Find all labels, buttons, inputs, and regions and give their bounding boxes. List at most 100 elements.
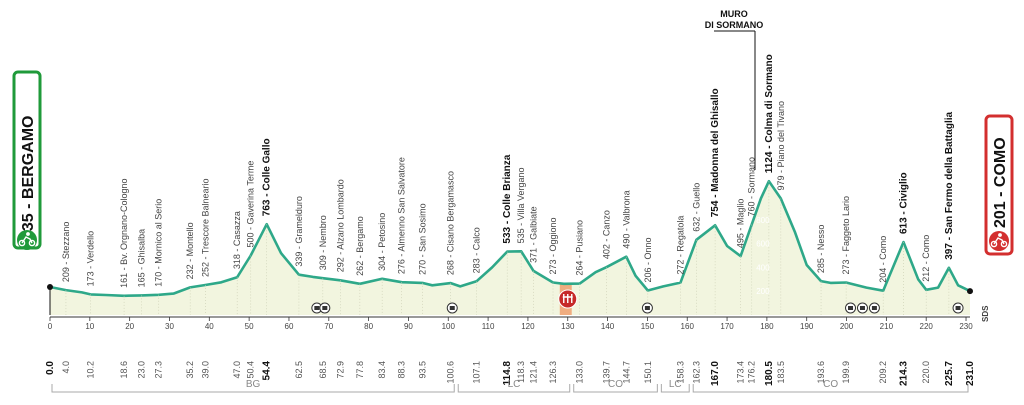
km-label: 220.0 bbox=[921, 361, 931, 384]
svg-text:MURO: MURO bbox=[720, 9, 748, 19]
km-label: 10.2 bbox=[86, 361, 96, 379]
place-label: 371 - Galbiate bbox=[528, 206, 538, 263]
place-label: 495 - Maglio bbox=[736, 199, 746, 249]
finish-box: 201 - COMO bbox=[984, 114, 1014, 256]
place-label: 262 - Bergamo bbox=[355, 216, 365, 276]
km-label: 93.5 bbox=[417, 361, 427, 379]
place-label: 979 - Piano del Tivano bbox=[776, 101, 786, 191]
x-tick-label: 100 bbox=[442, 322, 456, 331]
km-label: 167.0 bbox=[710, 361, 721, 386]
km-label: 158.3 bbox=[675, 361, 685, 384]
sprint-icon-glyph bbox=[562, 294, 573, 303]
x-tick-label: 110 bbox=[482, 322, 495, 331]
km-label: 88.3 bbox=[397, 361, 407, 379]
km-label: 114.8 bbox=[502, 361, 513, 386]
place-label: 613 - Civiglio bbox=[898, 172, 909, 234]
place-label: 402 - Canzo bbox=[601, 210, 611, 259]
x-tick-label: 50 bbox=[245, 322, 254, 331]
finish-city-label: 201 - COMO bbox=[992, 137, 1009, 228]
km-label: 183.5 bbox=[776, 361, 786, 384]
elevation-tick-label: 600 bbox=[756, 240, 770, 249]
region-label: CO bbox=[608, 379, 623, 390]
km-label: 199.9 bbox=[841, 361, 851, 384]
x-tick-label: 30 bbox=[165, 322, 174, 331]
region-bracket bbox=[457, 384, 571, 393]
km-label: 35.2 bbox=[185, 361, 195, 379]
place-label: 170 - Mornico al Serio bbox=[154, 199, 164, 287]
start-box: 235 - BERGAMO bbox=[12, 70, 42, 250]
km-label: 18.6 bbox=[119, 361, 129, 379]
finish-dot bbox=[967, 288, 973, 295]
km-label: 100.6 bbox=[446, 361, 456, 384]
sds-label: SDS bbox=[981, 305, 990, 322]
x-tick-label: 80 bbox=[364, 322, 373, 331]
place-label: 318 - Casazza bbox=[232, 211, 242, 269]
km-label: 162.3 bbox=[691, 361, 701, 384]
place-label: 760 - Sormano bbox=[747, 157, 757, 217]
x-tick-label: 170 bbox=[720, 322, 734, 331]
tunnel-icon-shape bbox=[449, 306, 455, 310]
profile-line bbox=[49, 179, 971, 298]
place-label: 276 - Almenno San Salvatore bbox=[397, 157, 407, 274]
place-label: 161 - Bv. Orgnano-Cologno bbox=[119, 178, 129, 287]
place-label: 252 - Trescore Balneario bbox=[200, 178, 210, 277]
place-label: 283 - Calco bbox=[472, 227, 482, 273]
place-label: 292 - Alzano Lombardo bbox=[335, 179, 345, 272]
tunnel-icon-shape bbox=[859, 306, 865, 310]
place-label: 165 - Ghisalba bbox=[137, 229, 147, 288]
km-label: 50.4 bbox=[246, 361, 256, 379]
elevation-tick-label: 800 bbox=[756, 216, 770, 225]
place-label: 264 - Pusiano bbox=[575, 220, 585, 276]
x-tick-label: 200 bbox=[840, 322, 854, 331]
region-bracket bbox=[51, 384, 455, 393]
km-label: 23.0 bbox=[137, 361, 147, 379]
place-label: 490 - Valbrona bbox=[621, 190, 631, 248]
svg-text:DI SORMANO: DI SORMANO bbox=[705, 20, 764, 30]
km-label: 72.9 bbox=[335, 361, 345, 379]
km-label: 54.4 bbox=[262, 361, 273, 381]
place-label: 397 - San Fermo della Battaglia bbox=[944, 111, 955, 259]
x-tick-label: 70 bbox=[324, 322, 333, 331]
km-label: 214.3 bbox=[898, 361, 909, 386]
elevation-tick-label: 400 bbox=[756, 263, 770, 272]
x-tick-label: 180 bbox=[760, 322, 774, 331]
km-label: 27.3 bbox=[154, 361, 164, 379]
profile-area bbox=[50, 181, 970, 315]
region-label: LC bbox=[669, 379, 682, 390]
place-label: 533 - Colle Brianza bbox=[502, 154, 513, 243]
km-label: 150.1 bbox=[643, 361, 653, 384]
tunnel-icon-shape bbox=[322, 306, 328, 310]
km-label: 209.2 bbox=[878, 361, 888, 384]
place-label: 204 - Como bbox=[878, 236, 888, 283]
km-label: 180.5 bbox=[764, 361, 775, 386]
x-tick-label: 140 bbox=[601, 322, 615, 331]
km-label: 144.7 bbox=[621, 361, 631, 384]
region-bracket bbox=[660, 384, 690, 393]
place-label: 285 - Nesso bbox=[816, 225, 826, 274]
tunnel-icon-shape bbox=[955, 306, 961, 310]
x-tick-label: 220 bbox=[920, 322, 934, 331]
x-tick-label: 20 bbox=[125, 322, 134, 331]
place-label: 273 - Faggeto Lario bbox=[841, 196, 851, 275]
km-label: 133.0 bbox=[575, 361, 585, 384]
tunnel-icon-shape bbox=[871, 306, 877, 310]
region-label: CO bbox=[823, 379, 838, 390]
place-label: 273 - Oggiono bbox=[548, 217, 558, 274]
start-city-label: 235 - BERGAMO bbox=[20, 116, 37, 240]
km-label: 126.3 bbox=[548, 361, 558, 384]
region-bracket bbox=[692, 384, 969, 393]
muro-di-sormano-label: MURO DI SORMANO bbox=[705, 9, 764, 170]
x-tick-label: 190 bbox=[800, 322, 814, 331]
cyclist-icon bbox=[990, 233, 1008, 248]
place-label: 304 - Petosino bbox=[377, 213, 387, 271]
place-label: 209 - Stezzano bbox=[61, 222, 71, 283]
cyclist-icon bbox=[18, 232, 36, 247]
place-label: 272 - Regatola bbox=[675, 216, 685, 275]
km-label: 83.4 bbox=[377, 361, 387, 379]
tunnel-icon-shape bbox=[644, 306, 650, 310]
km-label: 47.0 bbox=[232, 361, 242, 379]
place-label: 1124 - Colma di Sormano bbox=[764, 54, 775, 173]
tunnel-icon-shape bbox=[848, 306, 854, 310]
